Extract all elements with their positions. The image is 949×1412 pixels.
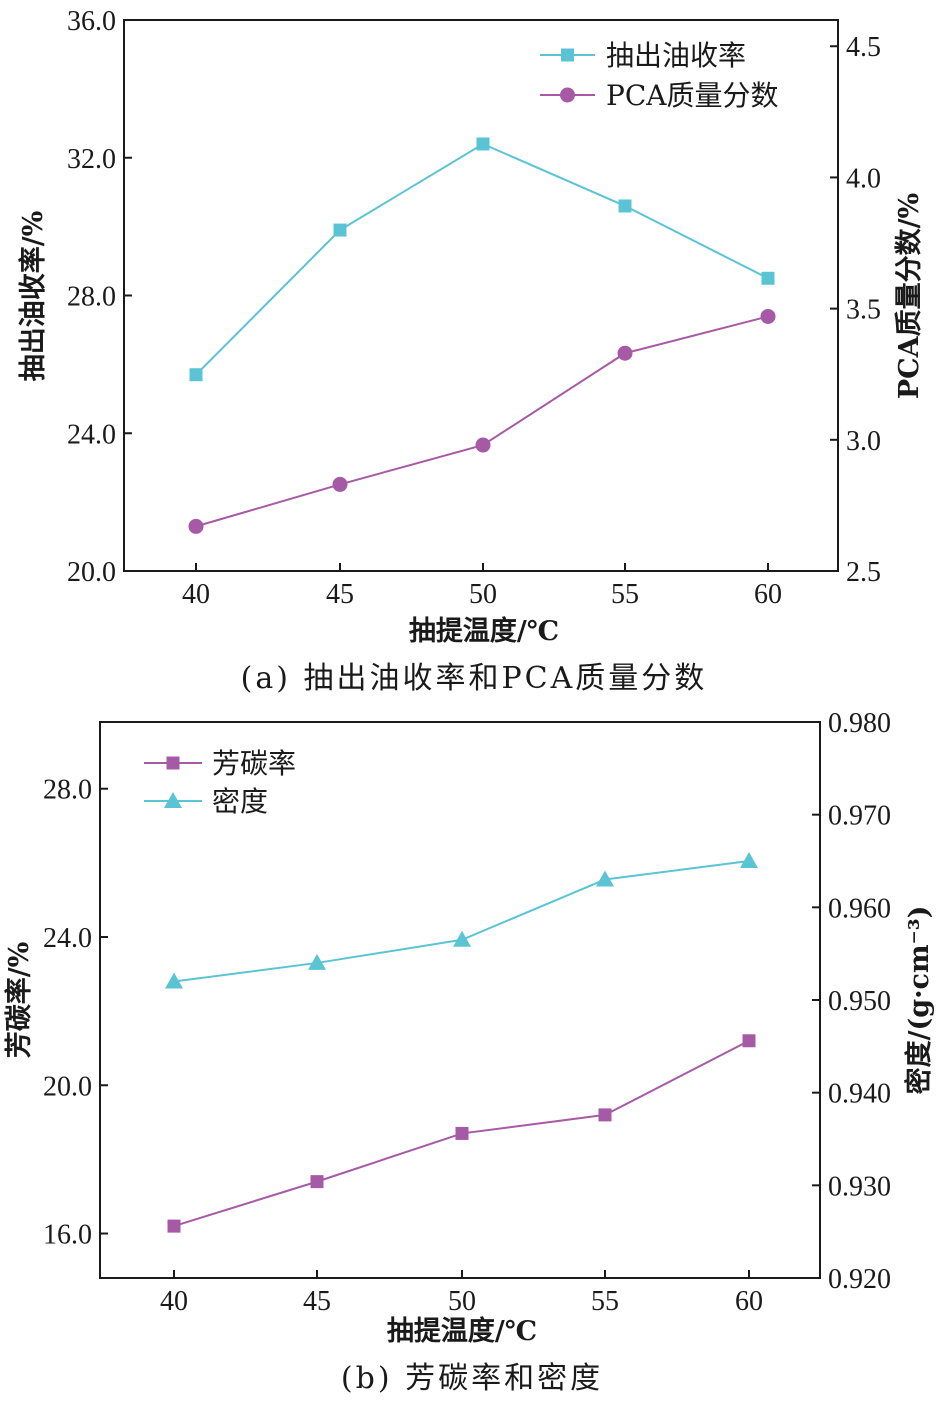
y-tick-label: 24.0 xyxy=(67,419,116,450)
x-tick-label: 40 xyxy=(160,1286,188,1317)
series-line xyxy=(195,142,769,376)
y-tick-label: 20.0 xyxy=(43,1071,92,1102)
data-point xyxy=(760,308,776,324)
y-tick-label: 28.0 xyxy=(67,282,116,313)
chart-panel-b: 40 45 50 55 60 16.0 20.0 24.0 28.0 0.920 0.930 0.94… xyxy=(3,708,935,1396)
x-tick-label: 50 xyxy=(469,579,497,610)
y-tick-label: 32.0 xyxy=(67,144,116,175)
figure-caption: (a) 抽出油收率和PCA质量分数 xyxy=(241,661,708,696)
legend-entry: 芳碳率 xyxy=(144,747,296,780)
y2-tick-label: 0.920 xyxy=(828,1264,891,1295)
plot-frame xyxy=(99,721,821,1279)
y-tick-label: 28.0 xyxy=(43,775,92,806)
data-point xyxy=(453,930,471,947)
legend-label: 抽出油收率 xyxy=(606,39,746,72)
x-tick-label: 60 xyxy=(754,579,782,610)
y2-tick-label: 3.5 xyxy=(846,295,881,326)
data-point xyxy=(332,476,348,492)
y2-axis-label: 密度/(g·cm⁻³) xyxy=(903,906,935,1095)
data-point xyxy=(596,870,614,887)
data-point xyxy=(761,271,775,285)
series-1 xyxy=(188,308,776,534)
y-tick-label: 16.0 xyxy=(43,1220,92,1251)
x-tick-label: 55 xyxy=(611,579,639,610)
x-tick-label: 55 xyxy=(591,1286,619,1317)
y-tick-label: 20.0 xyxy=(67,557,116,588)
y2-tick-label: 0.980 xyxy=(828,708,891,739)
x-tick-label: 60 xyxy=(735,1286,763,1317)
data-point xyxy=(476,137,490,151)
data-point xyxy=(333,223,347,237)
data-point xyxy=(310,1175,324,1189)
series-0 xyxy=(189,137,775,382)
y2-tick-label: 0.930 xyxy=(828,1171,891,1202)
y2-tick-label: 2.5 xyxy=(846,557,881,588)
data-point xyxy=(167,1219,181,1233)
data-point xyxy=(740,852,758,868)
chart-panel-a: 40 45 50 55 60 20.0 24.0 28.0 32.0 36.0 2.5 3.0 3.5 4… xyxy=(17,6,925,696)
legend-marker xyxy=(166,756,180,770)
legend-marker xyxy=(164,792,182,808)
x-axis-label: 抽提温度/℃ xyxy=(387,1315,537,1347)
legend-entry: PCA质量分数 xyxy=(540,79,779,112)
legend-marker xyxy=(560,87,575,103)
y2-tick-label: 0.970 xyxy=(828,801,891,832)
data-point xyxy=(598,1108,612,1122)
data-point xyxy=(617,345,633,361)
data-point xyxy=(165,972,183,989)
data-point xyxy=(742,1034,756,1048)
y2-tick-label: 3.0 xyxy=(846,426,881,457)
x-axis-label: 抽提温度/℃ xyxy=(409,615,559,647)
data-point xyxy=(618,199,632,213)
series-line xyxy=(195,315,769,528)
y2-tick-label: 4.5 xyxy=(846,32,881,63)
y-axis-label: 抽出油收率/% xyxy=(17,211,49,382)
x-tick-label: 45 xyxy=(303,1286,331,1317)
legend-marker xyxy=(561,48,574,62)
y-tick-label: 36.0 xyxy=(67,6,116,37)
x-tick-label: 45 xyxy=(326,579,354,610)
series-0 xyxy=(167,1034,756,1233)
y2-tick-label: 4.0 xyxy=(846,163,881,194)
y2-axis-label: PCA质量分数/% xyxy=(894,193,925,399)
figure-caption: (b) 芳碳率和密度 xyxy=(341,1361,603,1396)
y-tick-label: 24.0 xyxy=(43,923,92,954)
y2-tick-label: 0.950 xyxy=(828,986,891,1017)
legend-entry: 密度 xyxy=(144,785,268,818)
data-point xyxy=(189,368,203,382)
y2-tick-label: 0.960 xyxy=(828,893,891,924)
legend-label: PCA质量分数 xyxy=(606,79,779,112)
x-tick-label: 50 xyxy=(448,1286,476,1317)
data-point xyxy=(455,1126,469,1140)
data-point xyxy=(475,437,491,453)
data-point xyxy=(308,953,326,970)
legend-label: 芳碳率 xyxy=(212,747,296,780)
series-line xyxy=(173,860,750,983)
data-point xyxy=(188,518,204,534)
legend-label: 密度 xyxy=(212,785,268,818)
y2-tick-label: 0.940 xyxy=(828,1079,891,1110)
x-tick-label: 40 xyxy=(182,579,210,610)
legend-entry: 抽出油收率 xyxy=(540,39,746,72)
series-1 xyxy=(165,852,758,989)
y-axis-label: 芳碳率/% xyxy=(3,942,35,1059)
